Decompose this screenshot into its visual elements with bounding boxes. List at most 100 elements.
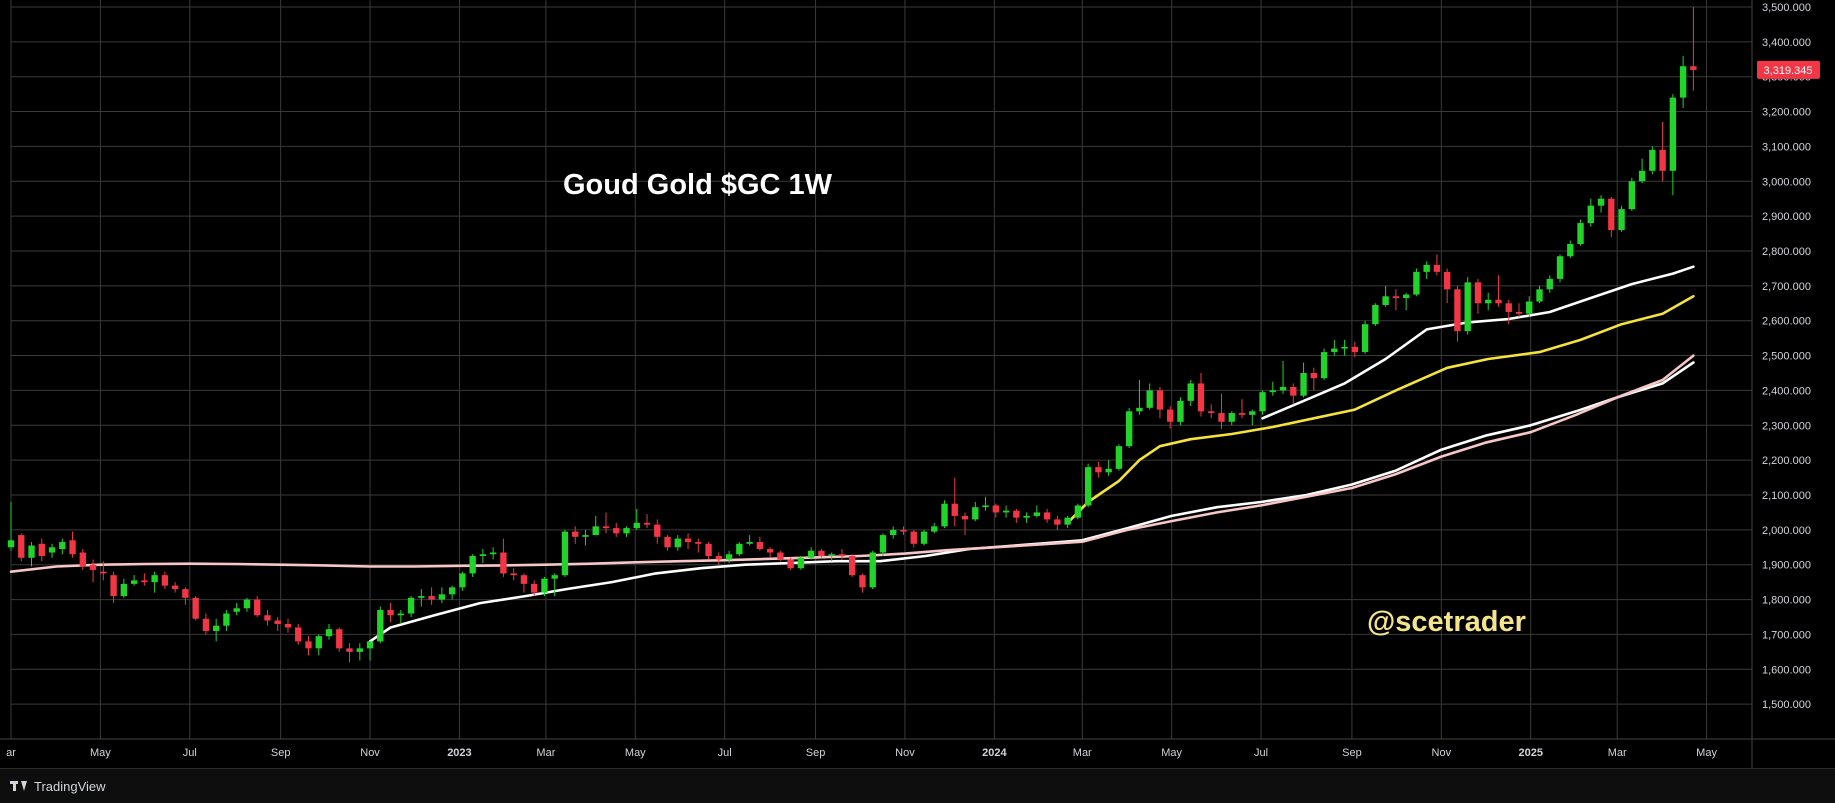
price-tick-label: 3,200.000 (1762, 107, 1811, 119)
candle-body (305, 641, 312, 649)
candle-body (212, 625, 220, 631)
candle (1546, 275, 1553, 293)
candle (1033, 505, 1041, 518)
candle (1218, 393, 1225, 429)
candle-body (1526, 301, 1533, 314)
candle (171, 582, 179, 593)
time-tick-label: 2023 (447, 747, 471, 759)
tradingview-logo[interactable]: TradingView (10, 778, 106, 794)
price-tick-label: 2,800.000 (1762, 246, 1811, 258)
candle (859, 573, 866, 593)
candle (1618, 205, 1625, 232)
candle-body (48, 547, 56, 553)
candle (243, 597, 251, 612)
candle (1505, 299, 1512, 325)
candle-body (295, 627, 302, 642)
candle (797, 555, 805, 570)
candle-body (1054, 519, 1061, 525)
candle (807, 547, 815, 560)
price-tick-label: 3,500.000 (1762, 2, 1811, 14)
candle (120, 578, 128, 598)
candle (459, 571, 466, 591)
price-tick-label: 2,900.000 (1762, 211, 1811, 223)
candle-body (561, 531, 569, 576)
candle (346, 643, 353, 663)
candle (489, 547, 497, 560)
candle-body (1290, 386, 1297, 396)
candle-body (1515, 311, 1523, 314)
candle-body (325, 629, 333, 637)
moving-average-line (1261, 265, 1695, 420)
price-tick-label: 1,900.000 (1762, 560, 1811, 572)
candle (428, 587, 435, 605)
candle-body (1218, 413, 1225, 422)
candle (202, 613, 210, 635)
candle-body (879, 535, 887, 553)
price-axis[interactable]: 1,500.000 1,600.000 1,700.000 1,800.000 1,90… (1751, 0, 1811, 768)
candle-body (1187, 383, 1194, 401)
candle (602, 512, 610, 534)
time-tick-label: May (1696, 747, 1717, 759)
candle (1392, 289, 1400, 311)
candle (736, 542, 743, 556)
candle (274, 616, 281, 631)
candle (69, 531, 76, 558)
candle (469, 554, 476, 577)
candle-body (315, 636, 322, 649)
price-tick-label: 3,000.000 (1762, 176, 1811, 188)
candle-body (1392, 296, 1400, 299)
candle-body (377, 610, 384, 642)
candle-body (1238, 413, 1246, 415)
candle-body (890, 529, 897, 536)
candle-body (387, 610, 394, 616)
candle-body (777, 552, 784, 560)
candle-body (541, 578, 548, 593)
candle (613, 522, 620, 537)
candle (397, 610, 404, 624)
time-tick-label: Mar (1608, 747, 1627, 759)
candle-body (1208, 411, 1215, 414)
candle-body (725, 554, 733, 560)
candle-body (1659, 149, 1666, 171)
candle-body (469, 555, 476, 574)
candle (838, 549, 846, 560)
candle (530, 580, 538, 597)
moving-average-line (1066, 295, 1695, 525)
candle-body (1115, 446, 1123, 469)
candle-body (284, 623, 292, 628)
candle (387, 603, 394, 623)
candle (1669, 94, 1677, 196)
candle (961, 512, 969, 536)
candle-body (982, 505, 989, 508)
candle-body (972, 507, 979, 520)
candle-body (510, 573, 517, 576)
candle (1259, 390, 1266, 415)
candle-body (920, 531, 928, 544)
candle (1023, 512, 1030, 523)
candle-body (1433, 264, 1441, 272)
candle-body (1577, 223, 1584, 245)
time-axis[interactable]: ar May Jul Sep Nov 2023 Mar May Jul Sep Nov 2024 Mar… (0, 738, 1835, 759)
candle-body (428, 596, 435, 600)
candle-body (1402, 294, 1410, 299)
time-tick-label: Jul (183, 747, 197, 759)
candle-body (592, 526, 599, 536)
candle (315, 634, 322, 656)
candle (1228, 411, 1235, 426)
candle-body (79, 552, 86, 567)
candle-body (1033, 512, 1041, 516)
candle (79, 549, 86, 570)
candle-body (161, 575, 169, 586)
candle (1659, 122, 1666, 182)
candle-body (1597, 198, 1605, 206)
time-tick-label: ar (6, 747, 16, 759)
chart-title: Goud Gold $GC 1W (563, 169, 833, 201)
time-tick-label: Sep (806, 747, 826, 759)
candle-body (1002, 510, 1010, 513)
candle-body (1628, 181, 1636, 210)
candle-body (1105, 468, 1112, 473)
candle (1679, 55, 1687, 109)
candle-body (695, 542, 702, 544)
candle (1597, 195, 1605, 213)
